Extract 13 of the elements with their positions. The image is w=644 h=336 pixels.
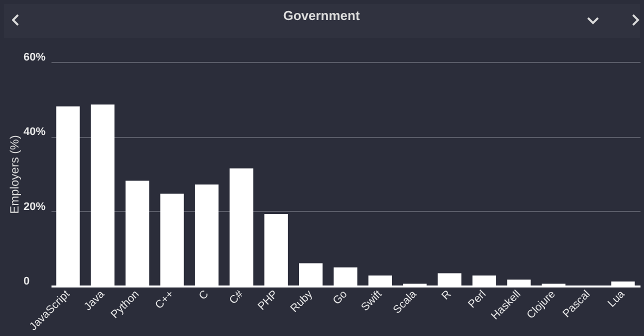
chart-title: Government [283, 8, 360, 23]
x-tick-label: Lua [606, 288, 628, 310]
x-tick-label: R [440, 288, 454, 302]
y-tick-label: 0 [24, 276, 30, 288]
y-tick-label: 40% [24, 126, 46, 138]
x-tick-label: C [196, 288, 212, 302]
x-tick-label: C# [227, 288, 246, 307]
y-tick-label: 20% [24, 200, 46, 213]
x-tick-label: C++ [153, 288, 176, 312]
y-tick-label: 60% [24, 52, 46, 64]
x-tick-label: Perl [466, 288, 488, 311]
y-axis-title: Employers (%) [8, 135, 22, 214]
x-tick-label: Go [330, 288, 350, 308]
